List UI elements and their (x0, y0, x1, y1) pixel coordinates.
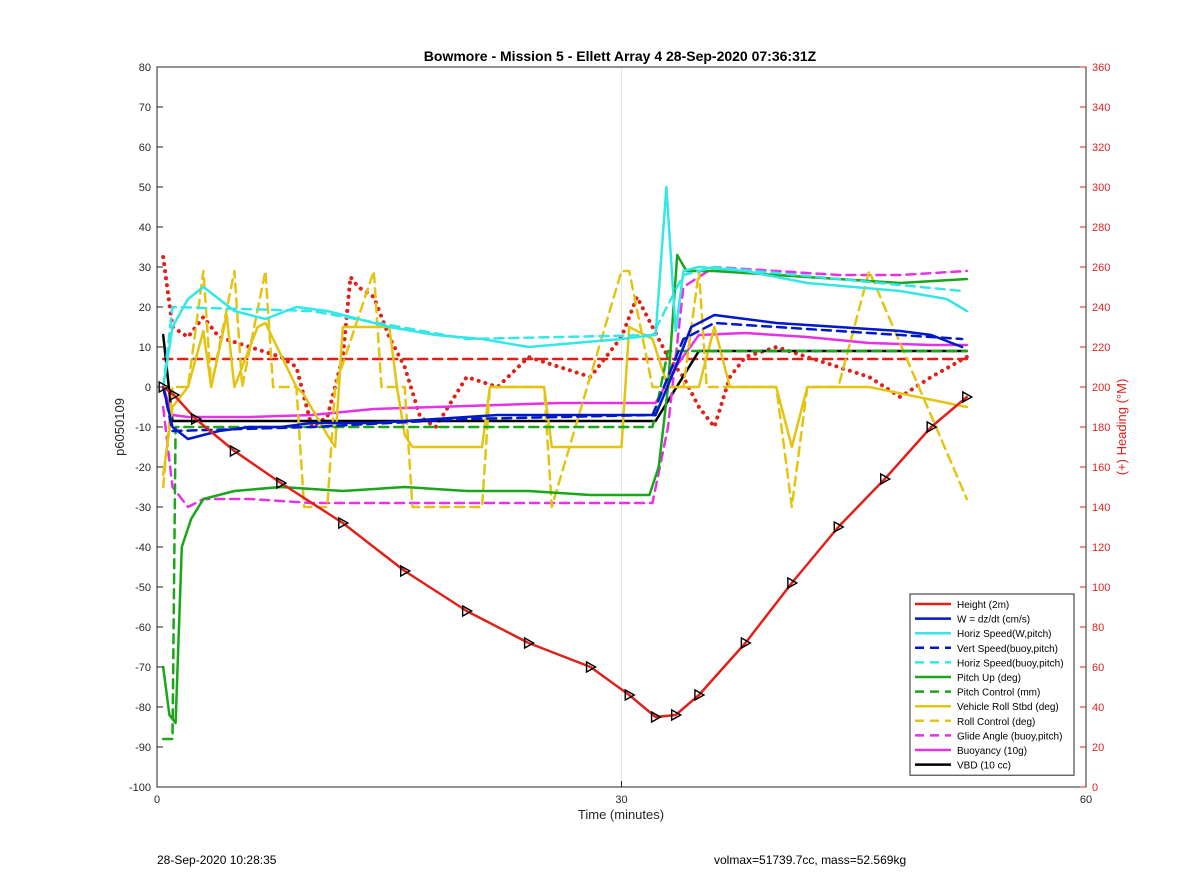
data-point (461, 604, 474, 618)
data-point (169, 388, 181, 402)
data-point (962, 390, 974, 404)
legend-entry: Horiz Speed(W,pitch) (957, 629, 1051, 640)
axes: -100-90-80-70-60-50-40-30-20-10010203040… (129, 62, 1110, 806)
data-point (338, 516, 350, 530)
y-tick-label: 50 (139, 182, 151, 194)
y2-tick-label: 240 (1092, 302, 1110, 314)
y2-tick-label: 160 (1092, 462, 1110, 474)
y-tick-label: -30 (135, 502, 151, 514)
data-point (740, 636, 752, 650)
legend-entry: W = dz/dt (cm/s) (957, 615, 1030, 626)
y2-tick-label: 200 (1092, 382, 1110, 394)
data-point (880, 472, 892, 486)
legend-entry: Height (2m) (957, 600, 1009, 611)
y-tick-label: -60 (135, 622, 151, 634)
y-tick-label: -20 (135, 462, 151, 474)
legend-entry: Vert Speed(buoy,pitch) (957, 644, 1058, 655)
footer-vehicle-info: volmax=51739.7cc, mass=52.569kg (714, 853, 907, 867)
y2-tick-label: 280 (1092, 222, 1110, 234)
series-line (161, 185, 969, 389)
y2-axis-label: (+) Heading (°M) (1114, 379, 1129, 476)
series-line (161, 321, 964, 433)
y-tick-label: -80 (135, 702, 151, 714)
legend-entry: Roll Control (deg) (957, 717, 1035, 728)
y2-tick-label: 60 (1092, 662, 1104, 674)
y2-tick-label: 180 (1092, 422, 1110, 434)
legend-entry: VBD (10 cc) (957, 761, 1011, 772)
y-tick-label: 10 (139, 342, 151, 354)
y-axis-label: p6050109 (112, 398, 127, 456)
series-line (161, 313, 969, 477)
y2-tick-label: 320 (1092, 142, 1110, 154)
y-tick-label: -40 (135, 542, 151, 554)
legend-entry: Pitch Control (mm) (957, 688, 1040, 699)
plot-area (158, 185, 974, 741)
chart-title: Bowmore - Mission 5 - Ellett Array 4 28-… (424, 48, 817, 64)
series-line (161, 333, 969, 423)
y-tick-label: 40 (139, 222, 151, 234)
series-line (161, 313, 964, 441)
data-point (276, 476, 288, 490)
data-point (400, 564, 412, 578)
y2-tick-label: 260 (1092, 262, 1110, 274)
y2-tick-label: 300 (1092, 182, 1110, 194)
y-tick-label: -50 (135, 582, 151, 594)
legend-entry: Buoyancy (10g) (957, 746, 1027, 757)
data-point (523, 636, 536, 650)
footer-timestamp: 28-Sep-2020 10:28:35 (157, 853, 277, 867)
x-tick-label: 0 (154, 794, 160, 806)
y2-tick-label: 120 (1092, 542, 1110, 554)
data-point (694, 688, 706, 702)
y-tick-label: 70 (139, 102, 151, 114)
y2-tick-label: 100 (1092, 582, 1110, 594)
data-point (926, 420, 938, 434)
x-axis-label: Time (minutes) (578, 807, 664, 822)
legend-entry: Pitch Up (deg) (957, 673, 1021, 684)
series-line (161, 253, 969, 725)
legend-entry: Vehicle Roll Stbd (deg) (957, 702, 1059, 713)
series-line (161, 269, 969, 509)
y-tick-label: -70 (135, 662, 151, 674)
y2-tick-label: 140 (1092, 502, 1110, 514)
y-tick-label: 80 (139, 62, 151, 74)
data-point (833, 520, 845, 534)
data-point (229, 444, 241, 458)
data-point (670, 708, 683, 722)
y-tick-label: 30 (139, 262, 151, 274)
series-line (161, 265, 964, 389)
data-point (191, 412, 203, 426)
data-point (585, 660, 597, 674)
y2-tick-label: 20 (1092, 742, 1104, 754)
y-tick-label: 60 (139, 142, 151, 154)
series-line (161, 385, 969, 719)
y-tick-label: -90 (135, 742, 151, 754)
data-point (624, 688, 636, 702)
data-point (787, 576, 799, 590)
series-line (161, 331, 969, 419)
data-point (650, 710, 663, 724)
x-tick-label: 60 (1080, 794, 1092, 806)
x-tick-label: 30 (615, 794, 627, 806)
y2-tick-label: 360 (1092, 62, 1110, 74)
legend-entry: Glide Angle (buoy,pitch) (957, 731, 1062, 742)
y-tick-label: 0 (145, 382, 151, 394)
legend-entry: Horiz Speed(buoy,pitch) (957, 658, 1064, 669)
series-line (161, 349, 969, 741)
y-tick-label: -100 (129, 782, 151, 794)
legend: Height (2m) W = dz/dt (cm/s) Horiz Speed(W… (909, 593, 1075, 776)
y2-tick-label: 80 (1092, 622, 1104, 634)
legend-box (909, 593, 1075, 776)
y2-tick-label: 220 (1092, 342, 1110, 354)
y2-tick-label: 40 (1092, 702, 1104, 714)
y2-tick-label: 340 (1092, 102, 1110, 114)
y-tick-label: -10 (135, 422, 151, 434)
y2-tick-label: 0 (1092, 782, 1098, 794)
y-tick-label: 20 (139, 302, 151, 314)
